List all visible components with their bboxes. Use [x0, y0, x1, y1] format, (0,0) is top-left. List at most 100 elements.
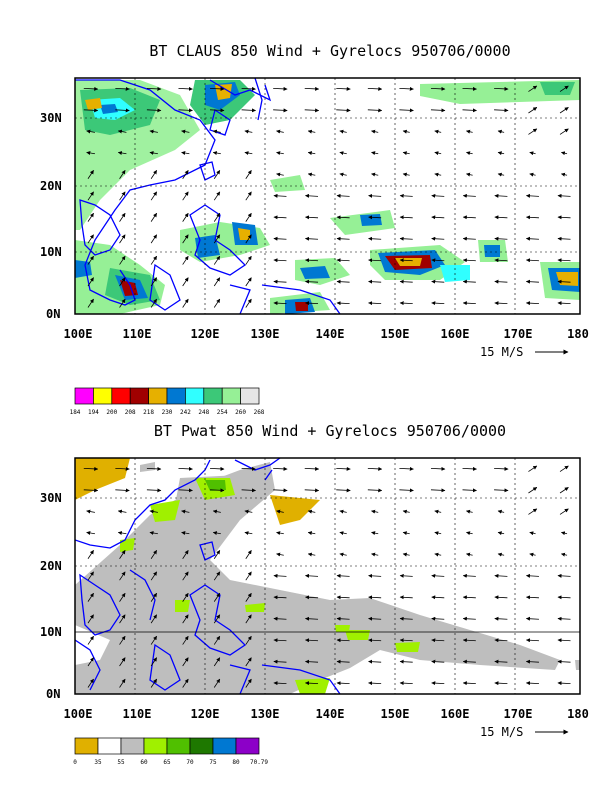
wind-vector	[304, 488, 320, 493]
wind-vector	[213, 170, 221, 179]
wind-vector	[119, 614, 126, 624]
wind-vector	[525, 279, 539, 284]
wind-vector	[525, 638, 539, 643]
wind-vector	[494, 681, 508, 686]
wind-vector	[399, 236, 413, 241]
wind-vector	[367, 86, 383, 91]
wind-vector	[494, 638, 508, 643]
wind-vector	[559, 465, 569, 472]
wind-vector	[557, 301, 571, 306]
wind-vector	[87, 212, 94, 222]
wind-vector	[273, 193, 287, 198]
wind-vector	[117, 151, 127, 155]
wind-vector	[402, 531, 410, 536]
wind-vector	[560, 531, 568, 536]
wind-vector	[213, 191, 221, 201]
map1-ytick-10n: 10N	[40, 245, 62, 259]
wind-vector	[213, 592, 221, 602]
wind-vector	[336, 301, 350, 306]
wind-vector	[115, 466, 130, 471]
colorbar-swatch	[240, 387, 260, 405]
wind-vector	[402, 552, 410, 557]
wind-vector	[245, 212, 252, 222]
wind-vector	[339, 129, 347, 134]
wind-vector	[525, 659, 539, 664]
wind-vector	[273, 616, 287, 621]
wind-vector	[462, 108, 477, 113]
wind-vector	[399, 573, 413, 578]
map2-xtick: 140E	[316, 707, 345, 721]
wind-vector	[150, 571, 158, 581]
wind-vector	[528, 487, 538, 494]
map2-ytick-20n: 20N	[40, 559, 62, 573]
wind-vector	[115, 108, 130, 113]
map2-xtick: 130E	[251, 707, 280, 721]
colorbar-swatch	[189, 737, 214, 755]
wind-vector	[182, 277, 189, 287]
map1-xtick: 100E	[64, 327, 93, 341]
wind-vector	[86, 509, 96, 514]
wind-vector	[304, 86, 320, 91]
wind-vector	[213, 255, 221, 265]
wind-vector	[119, 635, 126, 645]
wind-vector	[497, 552, 505, 557]
map1-colorbar: 184 194 200 208 218 230 242 248 254 260 268	[70, 387, 265, 416]
wind-vector	[339, 531, 347, 536]
wind-vector	[431, 616, 445, 621]
wind-vector	[402, 509, 410, 514]
colorbar-label: 242	[180, 409, 191, 416]
wind-vector	[494, 659, 508, 664]
wind-vector	[182, 298, 189, 308]
wind-vector	[276, 552, 284, 557]
wind-vector	[146, 488, 162, 493]
wind-vector	[273, 573, 287, 578]
wind-vector	[87, 550, 94, 559]
wind-vector	[494, 258, 508, 263]
wind-vector	[559, 85, 569, 92]
wind-vector	[430, 86, 446, 91]
wind-vector	[399, 193, 413, 198]
wind-vector	[399, 488, 414, 493]
wind-vector	[431, 638, 445, 643]
wind-vector	[178, 108, 193, 113]
colorbar-swatch	[235, 737, 260, 755]
wind-vector	[245, 550, 252, 559]
wind-vector	[146, 466, 162, 471]
wind-vector	[115, 86, 130, 91]
wind-vector	[149, 531, 158, 535]
wind-vector	[557, 215, 571, 220]
wind-vector	[119, 255, 126, 265]
map1-xticks: 100E 110E 120E 130E 140E 150E 160E 170E …	[64, 327, 589, 341]
wind-vector	[276, 129, 284, 134]
wind-vector	[559, 508, 569, 515]
map1-cloud-shading	[75, 80, 580, 314]
wind-vector	[368, 258, 382, 263]
colorbar-swatch	[166, 387, 186, 405]
wind-vector	[399, 108, 414, 113]
map2-xtick: 180	[567, 707, 589, 721]
wind-vector	[213, 657, 221, 667]
wind-vector	[87, 571, 94, 581]
map2-ytick-0n: 0N	[46, 687, 60, 701]
wind-vector	[525, 215, 539, 220]
wind-vector	[305, 595, 319, 600]
wind-vector	[494, 279, 508, 284]
wind-vector	[87, 277, 94, 287]
map2-grid	[75, 458, 580, 694]
wind-vector	[557, 236, 571, 241]
wind-vector	[402, 129, 410, 134]
colorbar-label: 254	[217, 409, 228, 416]
wind-vector	[431, 193, 445, 198]
wind-vector	[181, 531, 190, 535]
colorbar-label: 70.79	[250, 759, 268, 766]
wind-vector	[494, 236, 508, 241]
wind-vector	[431, 236, 445, 241]
wind-vector	[367, 466, 383, 471]
colorbar-label: 65	[163, 759, 171, 766]
wind-vector	[245, 614, 252, 624]
wind-vector	[115, 488, 130, 493]
wind-vector	[273, 638, 287, 643]
wind-vector	[466, 172, 473, 177]
wind-vector	[431, 258, 445, 263]
map2-colorbar: 0 35 55 60 65 70 75 80 70.79	[73, 737, 268, 766]
